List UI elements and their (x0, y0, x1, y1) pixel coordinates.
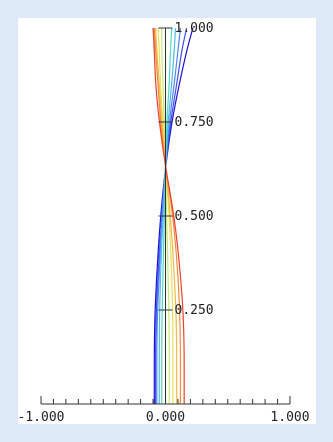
series-line-1 (153, 27, 194, 404)
series-line-7 (161, 28, 170, 404)
series-line-11 (152, 27, 185, 404)
y-ticks: 0.250 0.500 0.750 1.000 (158, 21, 214, 318)
y-tick-label: 0.750 (175, 115, 214, 130)
series-line-5 (161, 27, 173, 404)
x-tick-label: -1.000 (18, 410, 64, 424)
x-tick-label: 0.000 (146, 410, 185, 424)
series-line-8 (157, 27, 174, 404)
series-line-3 (156, 27, 182, 404)
series-line-9 (154, 27, 178, 404)
y-tick-label: 0.500 (175, 209, 214, 224)
series-line-10 (153, 27, 182, 405)
x-ticks: -1.000 0.000 1.000 (18, 396, 310, 424)
chart: -1.000 0.000 1.000 0.250 0.500 0.750 1.000 (18, 21, 310, 424)
y-tick-label: 0.250 (175, 303, 214, 318)
plot-panel: -1.000 0.000 1.000 0.250 0.500 0.750 1.000 (18, 18, 316, 424)
x-tick-label: 1.000 (270, 410, 309, 424)
y-tick-label: 1.000 (175, 21, 214, 36)
series-line-4 (158, 27, 177, 404)
